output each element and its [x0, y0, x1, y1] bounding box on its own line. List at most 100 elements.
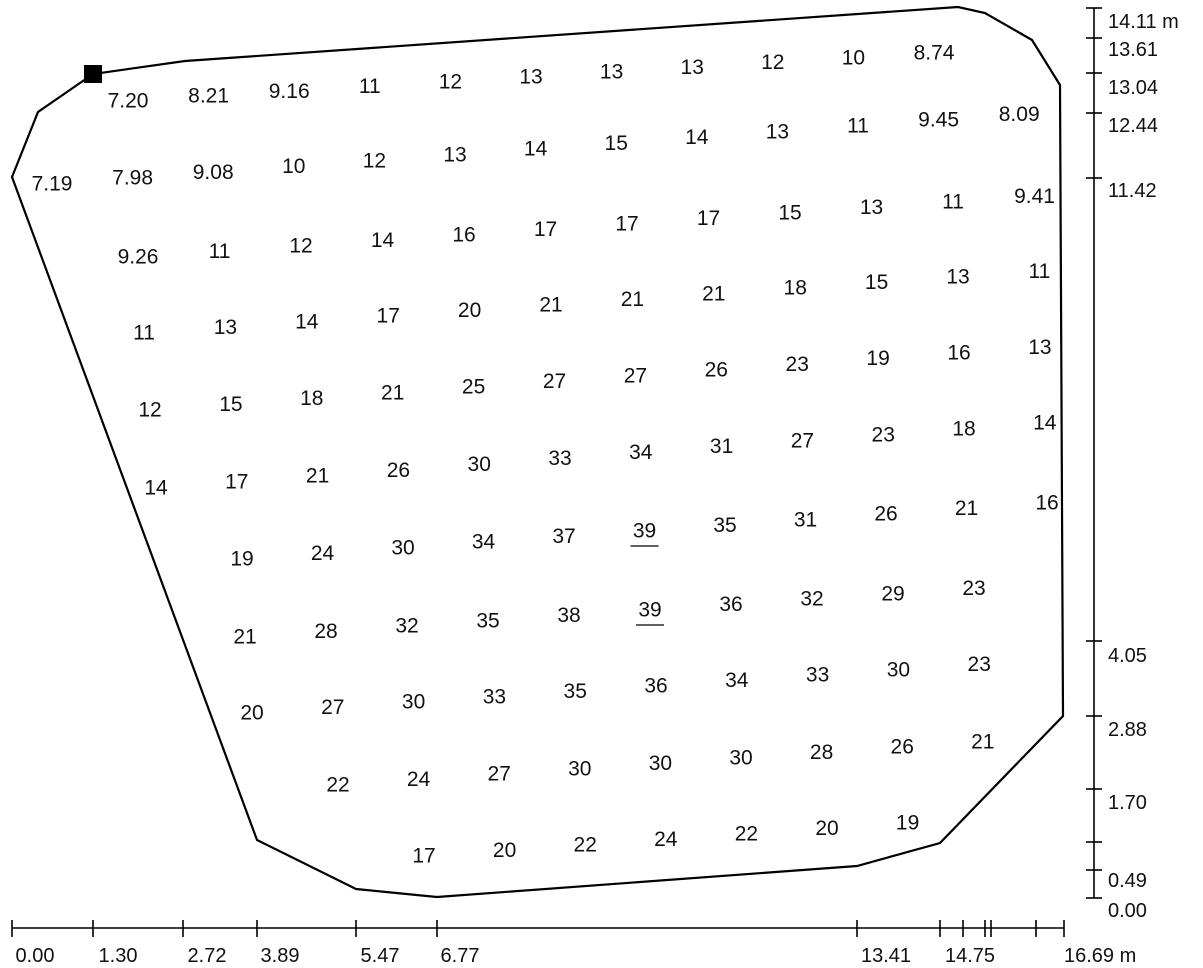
grid-value: 27 [488, 763, 511, 786]
grid-value: 10 [842, 46, 865, 69]
grid-value: 9.08 [193, 161, 234, 184]
grid-value: 14 [1033, 412, 1057, 435]
grid-value: 38 [557, 604, 580, 627]
grid-value: 19 [866, 347, 889, 370]
grid-value: 16 [452, 224, 475, 247]
grid-value: 13 [681, 56, 704, 79]
grid-value: 19 [896, 812, 919, 835]
grid-value: 39 [638, 599, 661, 622]
grid-value: 12 [439, 70, 462, 93]
grid-value: 14 [524, 138, 548, 161]
grid-value: 34 [725, 669, 749, 692]
grid-value: 32 [800, 588, 823, 611]
grid-value: 13 [519, 66, 542, 89]
x-axis-label: 5.47 [361, 945, 400, 967]
grid-value: 39 [633, 520, 656, 543]
grid-value: 20 [240, 702, 263, 725]
grid-value: 30 [649, 752, 672, 775]
grid-value: 23 [786, 353, 809, 376]
x-axis-label: 0.00 [16, 945, 55, 967]
grid-value: 36 [719, 593, 742, 616]
x-axis-label: 3.89 [261, 945, 300, 967]
grid-value: 37 [552, 525, 575, 548]
grid-value: 9.45 [918, 109, 959, 132]
grid-value: 26 [891, 736, 914, 759]
grid-value: 24 [311, 542, 335, 565]
grid-value: 25 [462, 376, 485, 399]
y-axis-label: 13.04 [1108, 77, 1158, 99]
grid-value: 13 [600, 61, 623, 84]
grid-value: 21 [381, 381, 404, 404]
y-axis-label: 2.88 [1108, 719, 1147, 741]
grid-value: 30 [887, 658, 910, 681]
grid-value: 13 [766, 120, 789, 143]
grid-value: 14 [685, 126, 709, 149]
grid-value: 30 [468, 453, 491, 476]
grid-value: 17 [534, 218, 557, 241]
grid-value: 26 [387, 459, 410, 482]
y-axis-label: 11.42 [1108, 180, 1157, 202]
grid-value: 11 [133, 322, 155, 345]
y-axis-label: 0.49 [1108, 870, 1147, 892]
grid-value: 15 [865, 271, 888, 294]
grid-value: 34 [472, 531, 496, 554]
grid-value: 31 [710, 435, 733, 458]
grid-value: 14 [371, 229, 395, 252]
grid-value: 15 [605, 132, 628, 155]
grid-value: 12 [363, 149, 386, 172]
grid-value: 21 [539, 294, 562, 317]
grid-value: 17 [412, 845, 435, 868]
grid-value: 21 [955, 497, 978, 520]
grid-value: 20 [815, 817, 838, 840]
grid-value: 15 [219, 393, 242, 416]
grid-value: 35 [564, 680, 587, 703]
grid-value: 12 [289, 235, 312, 258]
x-axis-label: 6.77 [441, 945, 480, 967]
grid-value: 33 [548, 447, 571, 470]
x-axis-label: 13.41 [861, 945, 911, 967]
grid-value: 27 [543, 370, 566, 393]
grid-value: 13 [443, 144, 466, 167]
grid-value: 11 [359, 75, 381, 98]
grid-value: 34 [629, 441, 653, 464]
grid-value: 22 [735, 823, 758, 846]
grid-value: 13 [860, 196, 883, 219]
grid-value: 21 [971, 730, 994, 753]
grid-value: 35 [476, 609, 499, 632]
grid-value: 33 [483, 685, 506, 708]
grid-value: 17 [225, 471, 248, 494]
grid-value: 23 [968, 653, 991, 676]
grid-value: 16 [947, 342, 970, 365]
y-axis-label: 1.70 [1108, 792, 1147, 814]
grid-value: 32 [395, 615, 418, 638]
luminaire-marker [84, 65, 102, 83]
grid-value: 17 [615, 213, 638, 236]
grid-value: 30 [402, 691, 425, 714]
x-axis-label: 16.69 m [1064, 945, 1136, 967]
y-axis-label: 13.61 [1108, 39, 1158, 61]
y-axis: 14.11 m 13.61 13.04 12.44 11.42 4.05 2.88 1.70 0… [1086, 7, 1179, 922]
x-axis-label: 2.72 [188, 945, 227, 967]
grid-value: 7.98 [112, 167, 153, 190]
grid-value: 13 [946, 266, 969, 289]
grid-value: 26 [705, 359, 728, 382]
grid-value: 16 [1035, 492, 1058, 515]
grid-value: 14 [144, 477, 168, 500]
grid-value: 12 [138, 399, 161, 422]
grid-value: 30 [568, 757, 591, 780]
grid-value: 36 [644, 675, 667, 698]
grid-value: 15 [778, 202, 801, 225]
grid-value: 17 [697, 207, 720, 230]
grid-value: 13 [1028, 336, 1051, 359]
grid-value: 23 [872, 423, 895, 446]
grid-value: 12 [761, 51, 784, 74]
grid-value: 10 [282, 155, 305, 178]
grid-value: 18 [952, 418, 975, 441]
grid-values: 7.20 8.21 9.16 11 12 13 13 13 12 10 8.74 7.19 7.98 9.… [32, 42, 1059, 868]
grid-value: 24 [654, 828, 678, 851]
room-outline [10, 5, 1065, 899]
grid-value: 35 [713, 514, 736, 537]
grid-value: 19 [230, 548, 253, 571]
grid-value: 28 [810, 741, 833, 764]
